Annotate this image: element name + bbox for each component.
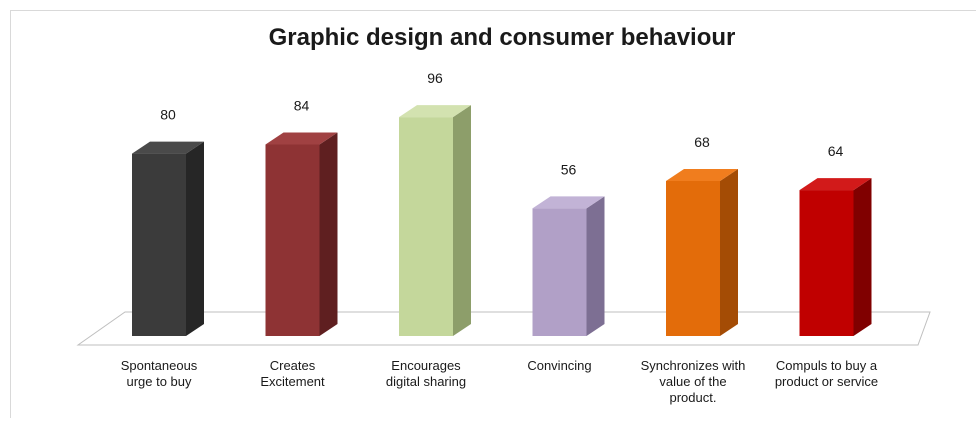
category-label-6: Compuls to buy a product or service <box>774 358 879 389</box>
bar-side <box>586 196 605 336</box>
floor-plane <box>76 311 931 346</box>
bar-front <box>532 208 587 336</box>
category-label-1: Spontaneous urge to buy <box>120 358 198 389</box>
bar-top <box>265 132 338 145</box>
category-label-2: Creates Excitement <box>260 358 325 389</box>
bar-side <box>720 168 738 336</box>
bar-top <box>666 168 738 181</box>
bar-side <box>319 132 338 336</box>
bar-top <box>399 105 471 118</box>
bar-6 <box>799 178 872 336</box>
bar-front <box>666 180 720 336</box>
category-label-3: Encourages digital sharing <box>385 358 467 389</box>
chart-frame <box>10 10 976 418</box>
data-label-1: 80 <box>160 107 176 123</box>
category-label-5: Synchronizes with value of the product. <box>640 358 746 405</box>
data-label-3: 96 <box>427 70 443 86</box>
bar-top <box>532 196 605 209</box>
bar-side <box>186 141 204 336</box>
bar-2 <box>265 132 338 336</box>
bar-front <box>799 190 854 336</box>
data-label-4: 56 <box>561 161 577 177</box>
bar-5 <box>666 168 738 336</box>
bar-top <box>799 178 872 191</box>
bar-front <box>399 117 453 337</box>
data-label-5: 68 <box>694 134 710 150</box>
bar-1 <box>132 141 204 336</box>
category-label-4: Convincing <box>527 358 592 373</box>
bar-3 <box>399 105 471 337</box>
bar-4 <box>532 196 605 336</box>
bar-side <box>453 105 471 337</box>
data-label-6: 64 <box>828 143 844 159</box>
bar-front <box>132 153 186 336</box>
bar-top <box>132 141 204 154</box>
bar-side <box>853 178 872 336</box>
bar-front <box>265 144 320 336</box>
chart-title: Graphic design and consumer behaviour <box>268 24 736 51</box>
data-label-2: 84 <box>294 97 310 113</box>
